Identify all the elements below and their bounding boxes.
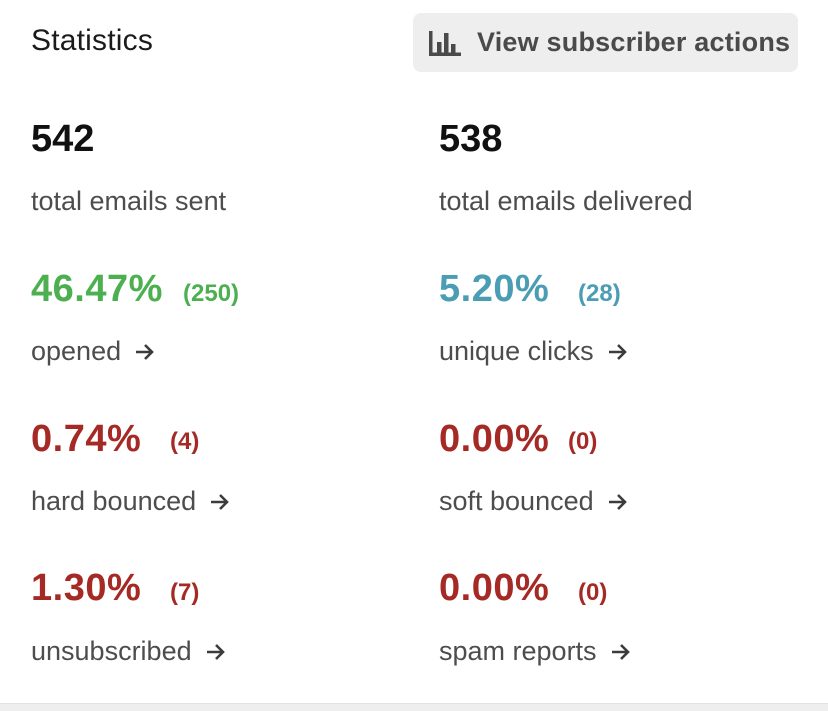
total-sent-label: total emails sent [31,186,227,216]
arrow-right-icon [608,493,628,511]
unsubscribed-link[interactable]: unsubscribed [31,636,226,667]
unique-clicks-label: unique clicks [439,336,594,366]
opened-link[interactable]: opened [31,336,155,367]
total-delivered-value: 538 [439,118,503,160]
arrow-right-icon [206,643,226,661]
soft-bounced-label: soft bounced [439,486,594,516]
arrow-right-icon [608,343,628,361]
unsubscribed-label: unsubscribed [31,636,192,666]
arrow-right-icon [611,643,631,661]
bar-chart-icon [429,29,461,57]
unique-clicks-count: (28) [578,280,621,307]
hard-bounced-count: (4) [170,428,200,455]
section-title: Statistics [31,24,154,57]
arrow-right-icon [135,343,155,361]
spam-reports-percent: 0.00% [439,567,550,609]
hard-bounced-label: hard bounced [31,486,197,516]
spam-reports-link[interactable]: spam reports [439,636,631,667]
total-sent-value: 542 [31,118,95,160]
arrow-right-icon [210,493,230,511]
unique-clicks-percent: 5.20% [439,268,550,310]
view-subscriber-actions-label: View subscriber actions [477,27,791,57]
opened-percent: 46.47% [31,268,163,310]
hard-bounced-percent: 0.74% [31,418,142,460]
unsubscribed-percent: 1.30% [31,567,142,609]
spam-reports-count: (0) [578,579,608,606]
opened-label: opened [31,336,122,366]
total-delivered-label: total emails delivered [439,186,693,216]
hard-bounced-link[interactable]: hard bounced [31,486,230,517]
soft-bounced-count: (0) [568,428,598,455]
card-bottom-divider [0,703,828,711]
view-subscriber-actions-button[interactable]: View subscriber actions [413,13,798,72]
spam-reports-label: spam reports [439,636,597,666]
opened-count: (250) [183,280,240,307]
soft-bounced-percent: 0.00% [439,418,550,460]
soft-bounced-link[interactable]: soft bounced [439,486,628,517]
unsubscribed-count: (7) [170,579,200,606]
unique-clicks-link[interactable]: unique clicks [439,336,628,367]
